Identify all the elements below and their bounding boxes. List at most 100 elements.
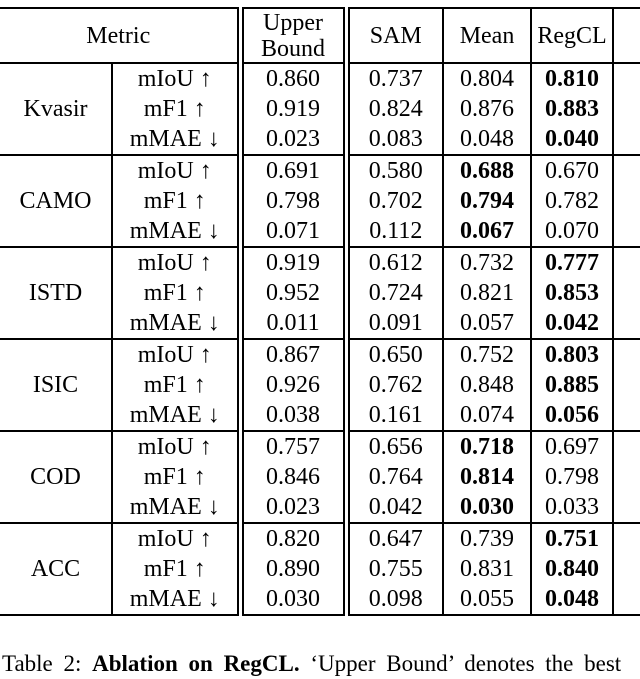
metric-label: mF1 ↑ <box>143 464 206 490</box>
value-mean: 0.074 <box>442 400 532 432</box>
paper-table-figure: Metric Upper Bound SAM Mean RegCL Kvasir… <box>0 7 640 676</box>
header-sam: SAM <box>342 7 444 64</box>
table-edge-sliver <box>613 63 640 94</box>
value-mean: 0.752 <box>442 339 532 370</box>
table-row: ISTD mIoU ↑ 0.919 0.612 0.732 0.777 <box>0 247 640 340</box>
value-mean: 0.067 <box>442 216 532 248</box>
value-mean: 0.831 <box>442 554 532 584</box>
value-regcl: 0.040 <box>530 124 615 156</box>
table-edge-sliver <box>613 523 640 554</box>
value-regcl: 0.840 <box>530 554 615 584</box>
table-row: Kvasir mIoU ↑ 0.860 0.737 0.804 0.810 <box>0 63 640 156</box>
metric-label: mMAE ↓ <box>112 584 241 616</box>
value-upper-bound: 0.030 <box>236 584 347 616</box>
value-mean: 0.848 <box>442 370 532 400</box>
value-sam: 0.091 <box>342 308 444 340</box>
table-row: mF1 ↑ 0.952 0.724 0.821 0.853 <box>0 278 640 308</box>
table-edge-sliver <box>613 155 640 186</box>
metric-label: mMAE ↓ <box>112 124 241 156</box>
metric-label: mF1 ↑ <box>143 556 206 582</box>
dataset-label: Kvasir <box>0 63 113 156</box>
value-mean: 0.814 <box>442 462 532 492</box>
metric-label: mF1 ↑ <box>143 96 206 122</box>
table-edge-sliver <box>613 492 640 524</box>
table-edge-sliver <box>613 339 640 370</box>
table-caption: Table 2: Ablation on RegCL. ‘Upper Bound… <box>2 649 640 679</box>
value-upper-bound: 0.691 <box>236 155 347 186</box>
table-row: ACC mIoU ↑ 0.820 0.647 0.739 0.751 <box>0 523 640 616</box>
table-body: Kvasir mIoU ↑ 0.860 0.737 0.804 0.810 mF1 ↑ 0.9… <box>0 63 640 616</box>
value-sam: 0.083 <box>342 124 444 156</box>
results-table: Metric Upper Bound SAM Mean RegCL Kvasir… <box>0 7 640 616</box>
table-row: COD mIoU ↑ 0.757 0.656 0.718 0.697 <box>0 431 640 524</box>
value-upper-bound: 0.011 <box>236 308 347 340</box>
table-edge-sliver <box>613 584 640 616</box>
value-sam: 0.762 <box>342 370 444 400</box>
metric-label: mMAE ↓ <box>112 216 241 248</box>
value-sam: 0.737 <box>342 63 444 94</box>
table-edge-sliver <box>613 94 640 124</box>
table-row: mF1 ↑ 0.890 0.755 0.831 0.840 <box>0 554 640 584</box>
table-row: mMAE ↓ 0.038 0.161 0.074 0.056 <box>0 400 640 432</box>
value-regcl: 0.777 <box>530 247 615 278</box>
value-mean: 0.794 <box>442 186 532 216</box>
value-mean: 0.057 <box>442 308 532 340</box>
metric-label: mIoU ↑ <box>137 158 212 184</box>
value-sam: 0.656 <box>342 431 444 462</box>
header-metric: Metric <box>0 7 241 64</box>
header-row: Metric Upper Bound SAM Mean RegCL <box>0 7 640 64</box>
metric-label: mMAE ↓ <box>112 400 241 432</box>
value-regcl: 0.056 <box>530 400 615 432</box>
value-mean: 0.732 <box>442 247 532 278</box>
table-row: mMAE ↓ 0.011 0.091 0.057 0.042 <box>0 308 640 340</box>
value-upper-bound: 0.952 <box>236 278 347 308</box>
value-sam: 0.764 <box>342 462 444 492</box>
value-mean: 0.876 <box>442 94 532 124</box>
value-mean: 0.821 <box>442 278 532 308</box>
value-regcl: 0.670 <box>530 155 615 186</box>
value-regcl: 0.803 <box>530 339 615 370</box>
value-upper-bound: 0.023 <box>236 124 347 156</box>
metric-label: mMAE ↓ <box>112 308 241 340</box>
value-regcl: 0.810 <box>530 63 615 94</box>
dataset-label: ISIC <box>0 339 113 432</box>
value-mean: 0.739 <box>442 523 532 554</box>
value-upper-bound: 0.820 <box>236 523 347 554</box>
value-sam: 0.650 <box>342 339 444 370</box>
value-sam: 0.612 <box>342 247 444 278</box>
header-edge-sliver <box>613 7 640 64</box>
value-sam: 0.755 <box>342 554 444 584</box>
table-edge-sliver <box>613 308 640 340</box>
header-mean: Mean <box>442 7 532 64</box>
table-edge-sliver <box>613 400 640 432</box>
table-row: mMAE ↓ 0.071 0.112 0.067 0.070 <box>0 216 640 248</box>
table-edge-sliver <box>613 554 640 584</box>
dataset-label: CAMO <box>0 155 113 248</box>
caption-prefix: Table 2: <box>2 651 82 676</box>
metric-label: mF1 ↑ <box>143 188 206 214</box>
value-mean: 0.055 <box>442 584 532 616</box>
value-sam: 0.098 <box>342 584 444 616</box>
table-row: mF1 ↑ 0.846 0.764 0.814 0.798 <box>0 462 640 492</box>
value-regcl: 0.033 <box>530 492 615 524</box>
value-sam: 0.647 <box>342 523 444 554</box>
table-row: ISIC mIoU ↑ 0.867 0.650 0.752 0.803 <box>0 339 640 432</box>
value-sam: 0.824 <box>342 94 444 124</box>
value-upper-bound: 0.023 <box>236 492 347 524</box>
value-sam: 0.724 <box>342 278 444 308</box>
value-mean: 0.688 <box>442 155 532 186</box>
value-upper-bound: 0.890 <box>236 554 347 584</box>
value-sam: 0.161 <box>342 400 444 432</box>
value-upper-bound: 0.860 <box>236 63 347 94</box>
metric-label: mIoU ↑ <box>137 66 212 92</box>
value-upper-bound: 0.926 <box>236 370 347 400</box>
caption-rest: ‘Upper Bound’ denotes the best <box>310 651 622 676</box>
dataset-label: ISTD <box>0 247 113 340</box>
value-mean: 0.804 <box>442 63 532 94</box>
metric-label: mMAE ↓ <box>112 492 241 524</box>
table-edge-sliver <box>613 186 640 216</box>
value-regcl: 0.048 <box>530 584 615 616</box>
value-mean: 0.718 <box>442 431 532 462</box>
value-upper-bound: 0.038 <box>236 400 347 432</box>
value-mean: 0.030 <box>442 492 532 524</box>
